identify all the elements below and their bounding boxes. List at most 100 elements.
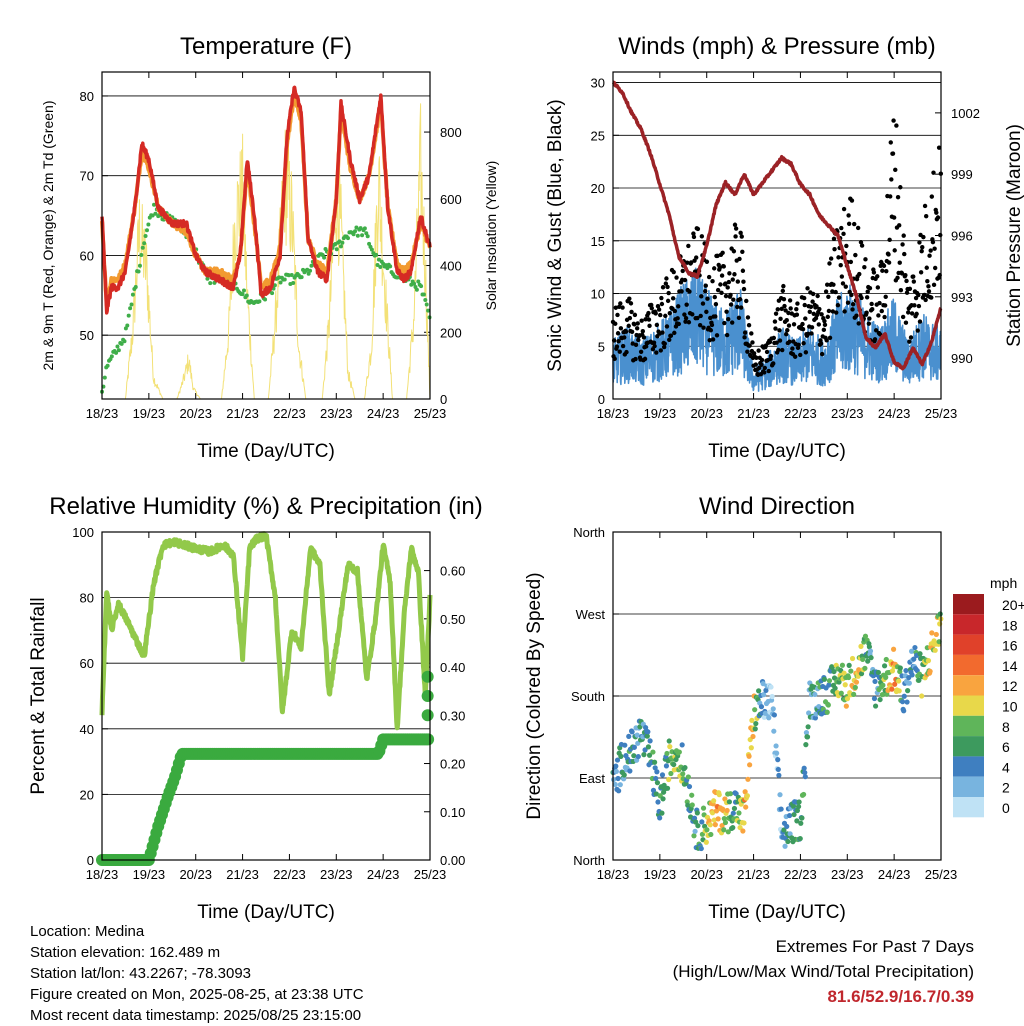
dewpoint-point xyxy=(351,232,356,237)
dewpoint-point xyxy=(116,348,121,353)
direction-point xyxy=(679,742,685,748)
gust-point xyxy=(718,282,723,287)
gust-point xyxy=(722,320,727,326)
dewpoint-point xyxy=(346,236,350,241)
gust-point xyxy=(764,349,770,355)
gust-point xyxy=(912,303,917,308)
gust-point xyxy=(850,307,855,312)
x-tick-label: 23/23 xyxy=(320,867,353,882)
gust-point xyxy=(620,305,625,310)
gust-point xyxy=(649,306,654,311)
gust-point xyxy=(739,234,744,239)
direction-point xyxy=(647,738,653,744)
legend-swatch xyxy=(953,675,984,696)
direction-point xyxy=(839,662,846,668)
winds-title: Winds (mph) & Pressure (mb) xyxy=(618,33,935,60)
y2-tick-label: 0.40 xyxy=(440,660,465,675)
direction-point xyxy=(650,787,657,793)
x-tick-label: 18/23 xyxy=(86,406,119,421)
gust-point xyxy=(747,343,752,348)
direction-point xyxy=(791,811,797,818)
gust-point xyxy=(904,278,909,284)
direction-point xyxy=(756,688,762,694)
y2-tick-label: 200 xyxy=(440,325,462,340)
gust-point xyxy=(839,225,844,231)
direction-point xyxy=(694,810,700,816)
gust-point xyxy=(685,260,690,265)
gust-point xyxy=(715,287,721,293)
gust-point xyxy=(666,290,671,296)
gust-point xyxy=(864,310,869,315)
gust-point xyxy=(923,213,929,219)
gust-point xyxy=(695,315,700,321)
gust-point xyxy=(858,240,864,245)
gust-point xyxy=(936,145,942,150)
y-tick-label: 25 xyxy=(591,128,605,143)
pressure-line xyxy=(611,80,943,371)
direction-point xyxy=(803,730,810,736)
direction-point xyxy=(906,680,912,686)
direction-point xyxy=(668,770,674,777)
direction-point xyxy=(797,835,803,842)
gust-point xyxy=(903,273,908,278)
direction-point xyxy=(715,816,721,822)
direction-point xyxy=(747,762,753,768)
gust-point xyxy=(774,340,779,345)
gust-point xyxy=(737,297,743,302)
direction-point xyxy=(799,815,805,821)
legend-label: 6 xyxy=(1002,739,1010,755)
dewpoint-point xyxy=(388,264,393,269)
direction-point xyxy=(908,648,915,654)
gust-point xyxy=(877,300,882,306)
x-tick-label: 19/23 xyxy=(133,406,166,421)
direction-point xyxy=(929,630,935,636)
direction-point xyxy=(685,802,691,808)
gust-point xyxy=(759,357,765,363)
direction-point xyxy=(712,822,718,828)
plot-frame xyxy=(612,531,942,861)
gust-point xyxy=(832,246,837,252)
direction-point xyxy=(771,712,777,718)
y-tick-label: 5 xyxy=(598,339,605,354)
gust-point xyxy=(632,322,637,327)
direction-point xyxy=(752,707,758,713)
gust-point xyxy=(653,311,658,316)
gust-point xyxy=(740,249,745,254)
gust-point xyxy=(613,305,619,310)
direction-point xyxy=(708,831,714,838)
gust-point xyxy=(802,302,807,308)
direction-point xyxy=(753,720,759,727)
direction-point xyxy=(750,733,756,740)
temp-9m-line xyxy=(100,92,432,307)
gust-point xyxy=(930,239,936,245)
dewpoint-point xyxy=(421,292,426,297)
x-tick-label: 24/23 xyxy=(367,406,400,421)
gust-point xyxy=(746,323,752,328)
legend-swatch xyxy=(953,756,984,777)
station-elevation: Station elevation: 162.489 m xyxy=(30,944,221,961)
legend-label: 12 xyxy=(1002,678,1018,694)
gust-point xyxy=(665,284,670,290)
gust-point xyxy=(916,303,922,309)
direction-point xyxy=(664,750,670,757)
gust-point xyxy=(900,314,906,320)
speed-legend: mph 20+ 18 16 14 12 10 8 6 4 2 0 xyxy=(953,575,1024,818)
direction-point xyxy=(892,681,898,687)
direction-point xyxy=(883,656,889,663)
gust-point xyxy=(844,243,849,249)
legend-label: 8 xyxy=(1002,719,1010,735)
direction-point xyxy=(721,815,727,822)
gust-point xyxy=(876,313,881,318)
direction-point xyxy=(829,664,835,670)
direction-point xyxy=(663,763,670,769)
direction-point xyxy=(652,765,658,771)
gust-point xyxy=(730,320,735,325)
gust-point xyxy=(900,242,905,247)
gust-point xyxy=(679,289,684,294)
gust-point xyxy=(917,240,922,245)
gust-point xyxy=(767,339,773,345)
dewpoint-point xyxy=(299,275,304,280)
gust-point xyxy=(636,337,641,343)
gust-point xyxy=(914,311,919,317)
gust-point xyxy=(624,349,629,355)
